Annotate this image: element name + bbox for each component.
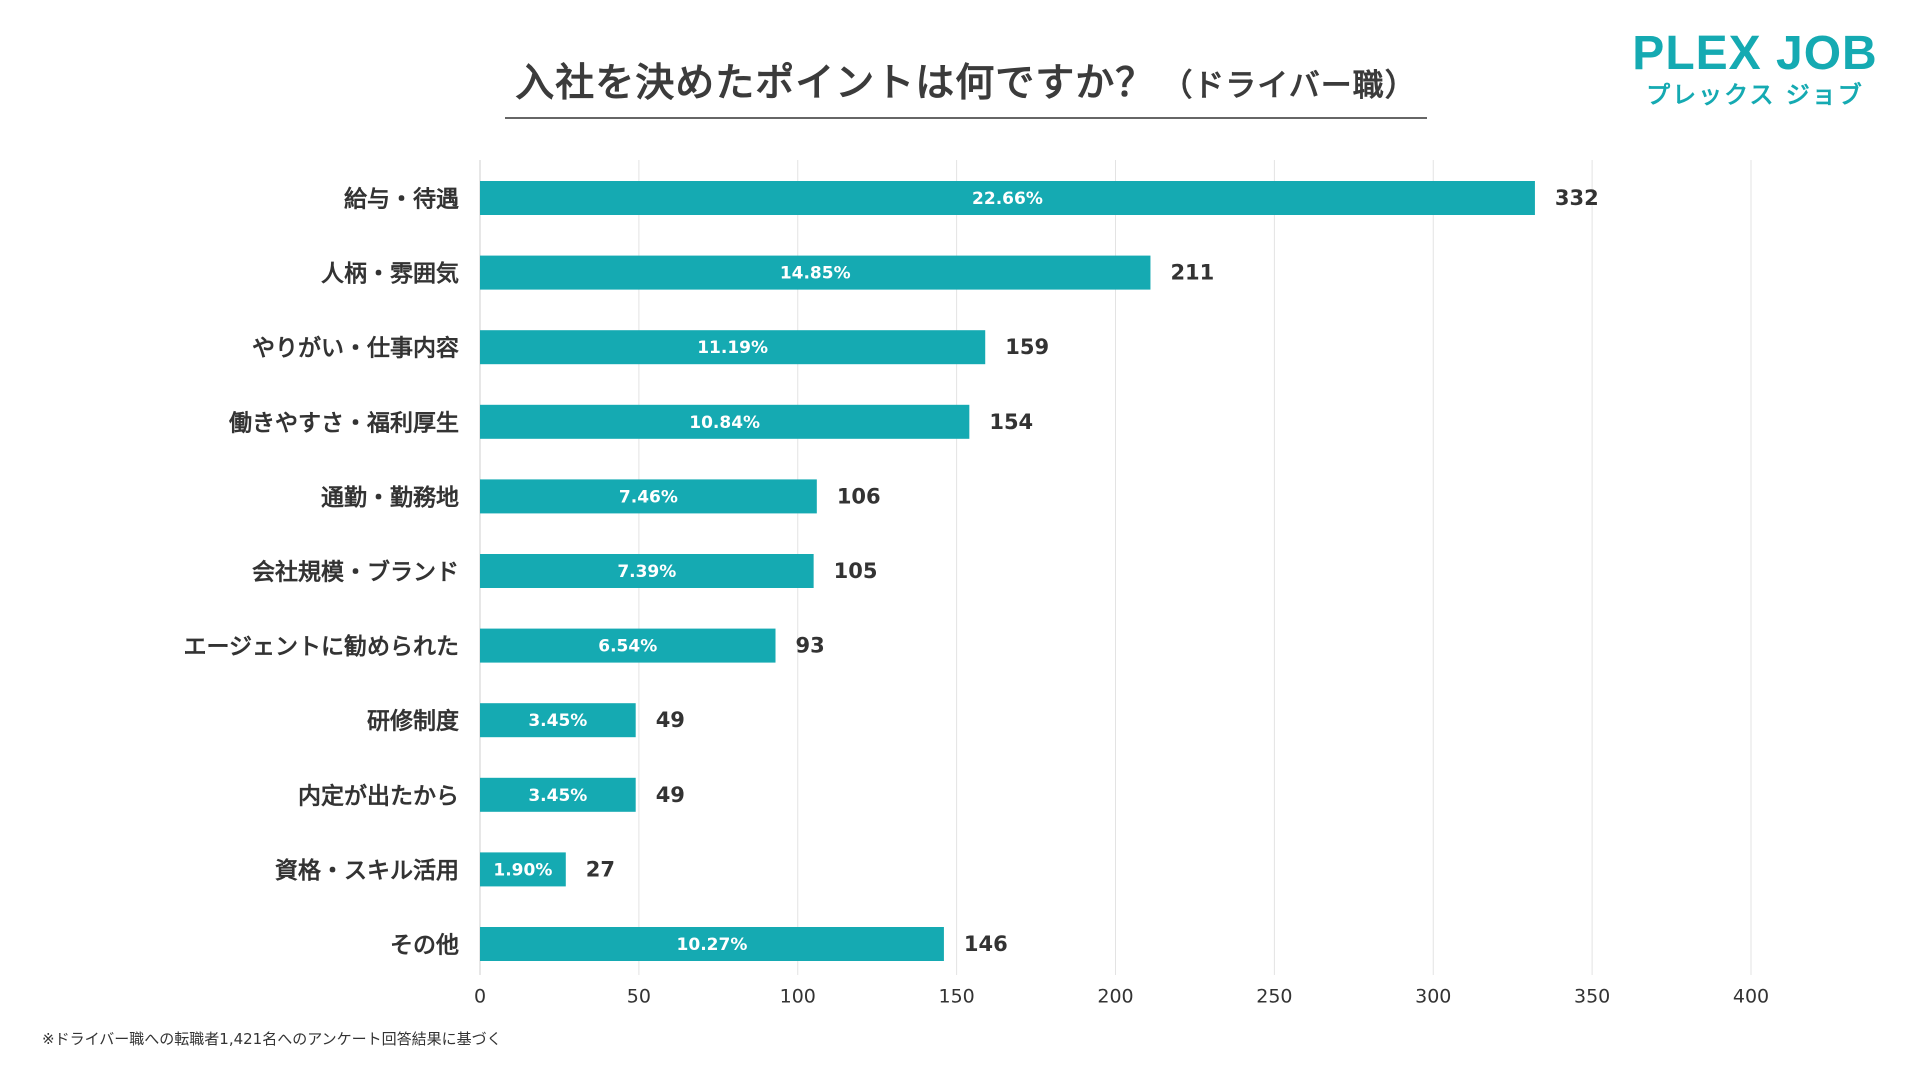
value-label: 332 xyxy=(1555,186,1599,210)
percent-label: 10.84% xyxy=(689,413,760,433)
x-tick-label: 150 xyxy=(938,986,974,1008)
percent-label: 7.46% xyxy=(619,487,678,507)
percent-label: 1.90% xyxy=(493,860,552,880)
x-tick-label: 300 xyxy=(1415,986,1451,1008)
bar xyxy=(480,181,1535,215)
bar xyxy=(480,777,636,812)
category-label: 通勤・勤務地 xyxy=(321,484,459,511)
title-underline xyxy=(505,117,1427,119)
percent-label: 6.54% xyxy=(598,637,657,657)
logo-katakana: プレックス ジョブ xyxy=(1646,81,1864,109)
bar xyxy=(480,330,986,365)
logo-wordmark: PLEX JOB xyxy=(1632,27,1878,80)
category-label: エージェントに勧められた xyxy=(183,633,459,660)
category-label: 研修制度 xyxy=(367,708,460,735)
value-label: 154 xyxy=(989,410,1033,434)
x-tick-label: 50 xyxy=(627,986,651,1008)
percent-label: 3.45% xyxy=(528,786,587,806)
percent-label: 22.66% xyxy=(972,189,1043,209)
percent-label: 11.19% xyxy=(697,338,768,358)
percent-label: 10.27% xyxy=(677,935,748,955)
category-label: 給与・待遇 xyxy=(344,186,459,213)
x-tick-label: 200 xyxy=(1097,986,1133,1008)
value-label: 49 xyxy=(656,783,685,807)
chart-title: 入社を決めたポイントは何ですか？ （ドライバー職） xyxy=(505,52,1427,108)
value-label: 146 xyxy=(964,932,1008,956)
x-tick-label: 250 xyxy=(1256,986,1292,1008)
category-label: その他 xyxy=(390,933,459,959)
percent-label: 7.39% xyxy=(617,562,676,582)
value-label: 49 xyxy=(656,708,685,732)
x-tick-label: 350 xyxy=(1574,986,1610,1008)
bar xyxy=(480,628,776,663)
chart-title-main: 入社を決めたポイントは何ですか？ xyxy=(515,61,1156,106)
bar xyxy=(480,927,944,961)
value-label: 106 xyxy=(837,484,881,508)
bar xyxy=(480,404,970,439)
bar xyxy=(480,703,636,738)
x-tick-label: 400 xyxy=(1733,986,1769,1008)
percent-label: 3.45% xyxy=(528,711,587,731)
footnote: ※ドライバー職への転職者1,421名へのアンケート回答結果に基づく xyxy=(42,1030,502,1048)
value-label: 159 xyxy=(1005,335,1049,359)
value-label: 93 xyxy=(796,634,825,658)
value-label: 27 xyxy=(586,857,615,881)
category-label: 会社規模・ブランド xyxy=(252,559,459,586)
category-label: 資格・スキル活用 xyxy=(275,857,459,884)
category-label: 内定が出たから xyxy=(298,782,459,809)
percent-label: 14.85% xyxy=(780,264,851,284)
x-tick-label: 0 xyxy=(474,986,486,1008)
bar xyxy=(480,255,1151,290)
bar xyxy=(480,852,566,887)
value-label: 211 xyxy=(1170,261,1214,285)
chart-title-sub: （ドライバー職） xyxy=(1161,68,1417,104)
plex-job-logo: PLEX JOB プレックス ジョブ xyxy=(1630,28,1880,110)
bar xyxy=(480,479,817,514)
x-tick-label: 100 xyxy=(780,986,816,1008)
category-label: やりがい・仕事内容 xyxy=(252,335,459,362)
bar xyxy=(480,554,814,588)
value-label: 105 xyxy=(834,559,878,583)
category-label: 働きやすさ・福利厚生 xyxy=(228,410,459,436)
category-label: 人柄・雰囲気 xyxy=(321,260,459,287)
